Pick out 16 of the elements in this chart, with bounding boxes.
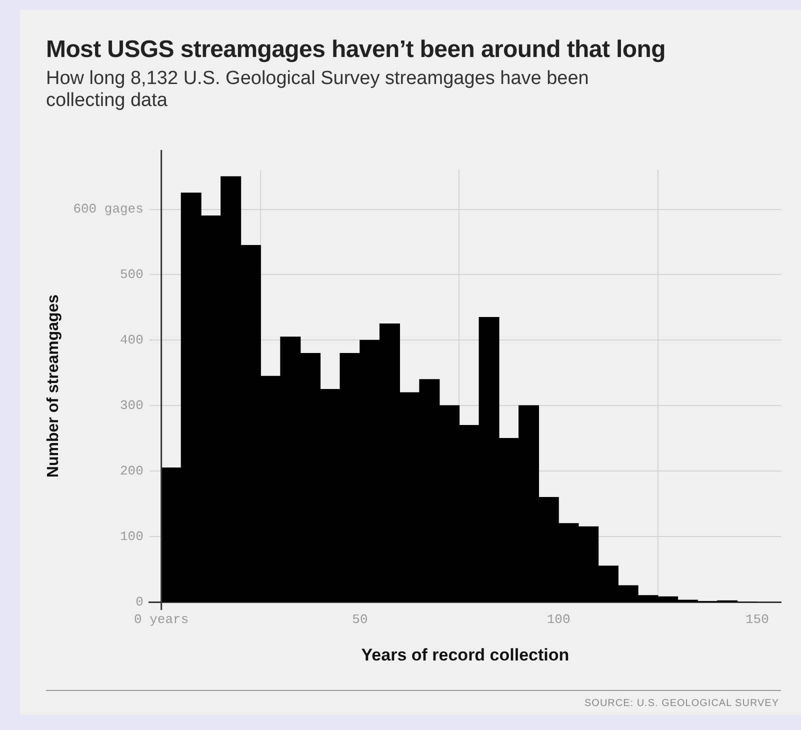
y-tick-label: 200 [120,464,144,479]
x-tick-label: 50 [352,612,368,628]
y-axis-title: Number of streamgages [45,294,62,478]
x-tick-label: 0 years [134,612,189,628]
x-tick-label: 100 [546,612,570,628]
y-tick-label: 0 [136,594,144,610]
y-tick-label: 300 [120,398,144,414]
y-tick-label: 500 [120,267,144,282]
y-tick-label: 600 gages [73,202,144,217]
source-note: SOURCE: U.S. GEOLOGICAL SURVEY [584,698,779,709]
x-tick-label: 150 [745,612,769,628]
y-tick-label: 100 [120,528,144,544]
chart-subtitle: How long 8,132 U.S. Geological Survey streamgages have been collecting data [46,68,590,112]
chart-title: Most USGS streamgages haven’t been around that long [46,36,666,64]
y-tick-label: 400 [120,332,144,348]
x-axis-title: Years of record collection [361,645,570,664]
